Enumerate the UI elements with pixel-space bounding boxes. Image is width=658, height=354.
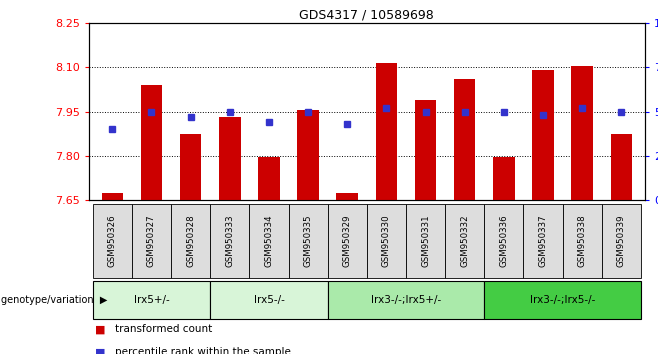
Bar bbox=[297, 110, 319, 200]
Bar bbox=[367, 204, 406, 278]
Bar bbox=[141, 85, 163, 200]
Bar bbox=[532, 70, 554, 200]
Bar bbox=[132, 204, 171, 278]
Text: lrx5-/-: lrx5-/- bbox=[253, 295, 284, 305]
Bar bbox=[180, 133, 201, 200]
Text: GSM950338: GSM950338 bbox=[578, 215, 587, 267]
Bar bbox=[249, 204, 288, 278]
Bar bbox=[93, 281, 210, 319]
Bar bbox=[171, 204, 210, 278]
Text: GSM950330: GSM950330 bbox=[382, 215, 391, 267]
Title: GDS4317 / 10589698: GDS4317 / 10589698 bbox=[299, 9, 434, 22]
Bar bbox=[336, 193, 358, 200]
Bar bbox=[328, 204, 367, 278]
Text: GSM950328: GSM950328 bbox=[186, 215, 195, 267]
Bar bbox=[210, 204, 249, 278]
Bar bbox=[484, 281, 641, 319]
Bar bbox=[493, 157, 515, 200]
Bar bbox=[445, 204, 484, 278]
Text: GSM950327: GSM950327 bbox=[147, 215, 156, 267]
Text: GSM950335: GSM950335 bbox=[303, 215, 313, 267]
Text: GSM950339: GSM950339 bbox=[617, 215, 626, 267]
Bar bbox=[288, 204, 328, 278]
Bar bbox=[563, 204, 602, 278]
Bar bbox=[101, 193, 123, 200]
Bar bbox=[258, 157, 280, 200]
Bar bbox=[454, 79, 476, 200]
Text: GSM950333: GSM950333 bbox=[225, 215, 234, 267]
Text: GSM950334: GSM950334 bbox=[265, 215, 274, 267]
Text: percentile rank within the sample: percentile rank within the sample bbox=[115, 347, 291, 354]
Bar bbox=[406, 204, 445, 278]
Text: GSM950337: GSM950337 bbox=[538, 215, 547, 267]
Bar bbox=[93, 204, 132, 278]
Text: ■: ■ bbox=[95, 347, 106, 354]
Text: ■: ■ bbox=[95, 324, 106, 334]
Bar bbox=[571, 66, 593, 200]
Text: lrx3-/-;lrx5+/-: lrx3-/-;lrx5+/- bbox=[371, 295, 441, 305]
Bar bbox=[328, 281, 484, 319]
Bar bbox=[219, 118, 241, 200]
Bar bbox=[484, 204, 524, 278]
Text: GSM950332: GSM950332 bbox=[460, 215, 469, 267]
Text: GSM950331: GSM950331 bbox=[421, 215, 430, 267]
Text: GSM950336: GSM950336 bbox=[499, 215, 509, 267]
Text: GSM950326: GSM950326 bbox=[108, 215, 117, 267]
Bar bbox=[524, 204, 563, 278]
Text: lrx5+/-: lrx5+/- bbox=[134, 295, 169, 305]
Bar bbox=[376, 63, 397, 200]
Bar bbox=[415, 100, 436, 200]
Text: transformed count: transformed count bbox=[115, 324, 213, 334]
Text: GSM950329: GSM950329 bbox=[343, 215, 352, 267]
Bar bbox=[602, 204, 641, 278]
Text: genotype/variation  ▶: genotype/variation ▶ bbox=[1, 295, 107, 305]
Text: lrx3-/-;lrx5-/-: lrx3-/-;lrx5-/- bbox=[530, 295, 595, 305]
Bar bbox=[210, 281, 328, 319]
Bar bbox=[611, 133, 632, 200]
